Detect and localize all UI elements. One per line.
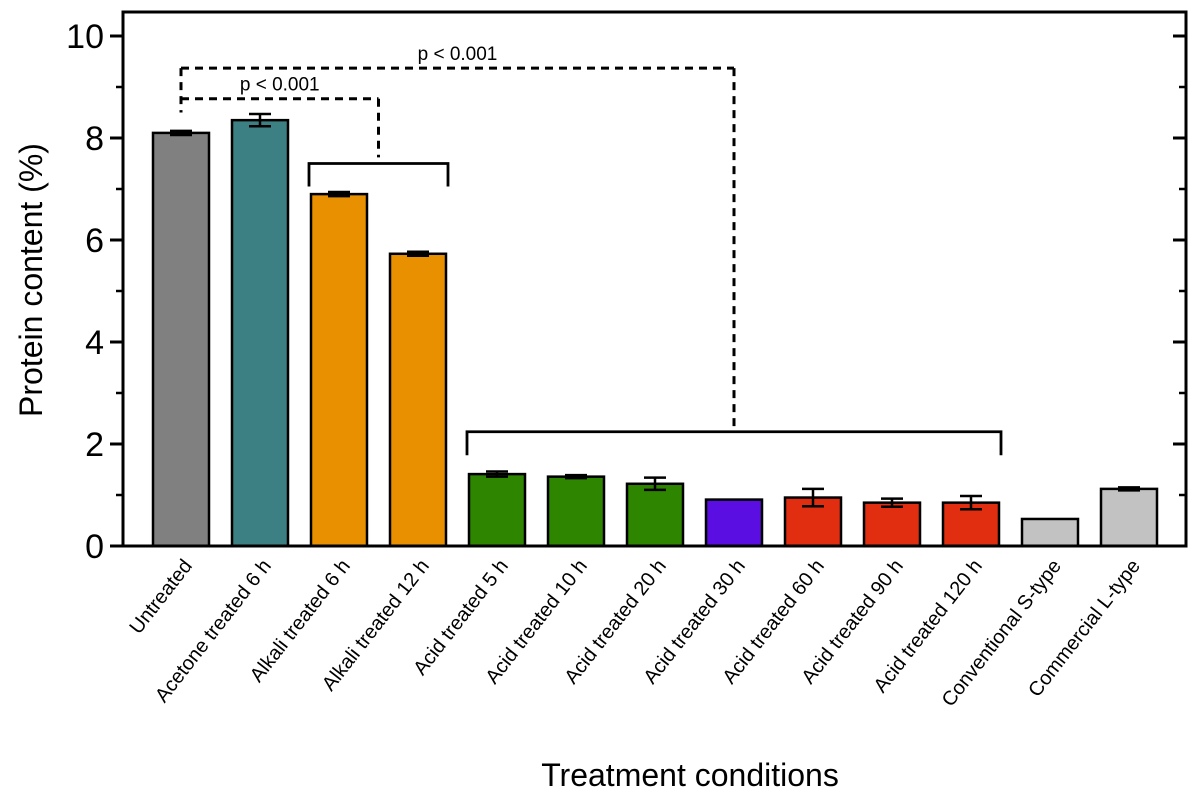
y-tick-label-4: 4 [85, 324, 104, 362]
x-axis-title: Treatment conditions [541, 757, 839, 793]
bar-untreated [151, 131, 211, 548]
y-tick-label-8: 8 [85, 120, 104, 158]
y-tick-label-2: 2 [85, 426, 104, 464]
bar-acid-treated-5-h [467, 472, 527, 548]
bar-acetone-treated-6-h [230, 118, 290, 548]
bar-acid-treated-20-h [625, 482, 685, 548]
y-tick-label-0: 0 [85, 528, 104, 566]
acid-group-bracket [465, 430, 1003, 456]
bar-alkali-treated-12-h [388, 252, 448, 548]
y-axis-title: Protein content (%) [13, 143, 49, 417]
p-value-label-untreated-vs-alkali: p < 0.001 [240, 75, 320, 96]
bar-acid-treated-10-h [546, 475, 606, 548]
alkali-group-bracket [307, 162, 450, 187]
bar-acid-treated-30-h [704, 498, 764, 548]
bar-commercial-l-type [1099, 487, 1159, 548]
y-tick-label-6: 6 [85, 222, 104, 260]
bar-conventional-s-type [1020, 517, 1080, 548]
axes-frame [121, 10, 1188, 548]
p-value-label-untreated-vs-acid: p < 0.001 [418, 44, 498, 65]
bar-alkali-treated-6-h [309, 192, 369, 548]
x-tick-label-untreated: Untreated [126, 556, 197, 639]
bar-acid-treated-90-h [862, 501, 922, 548]
y-tick-label-10: 10 [66, 18, 104, 56]
